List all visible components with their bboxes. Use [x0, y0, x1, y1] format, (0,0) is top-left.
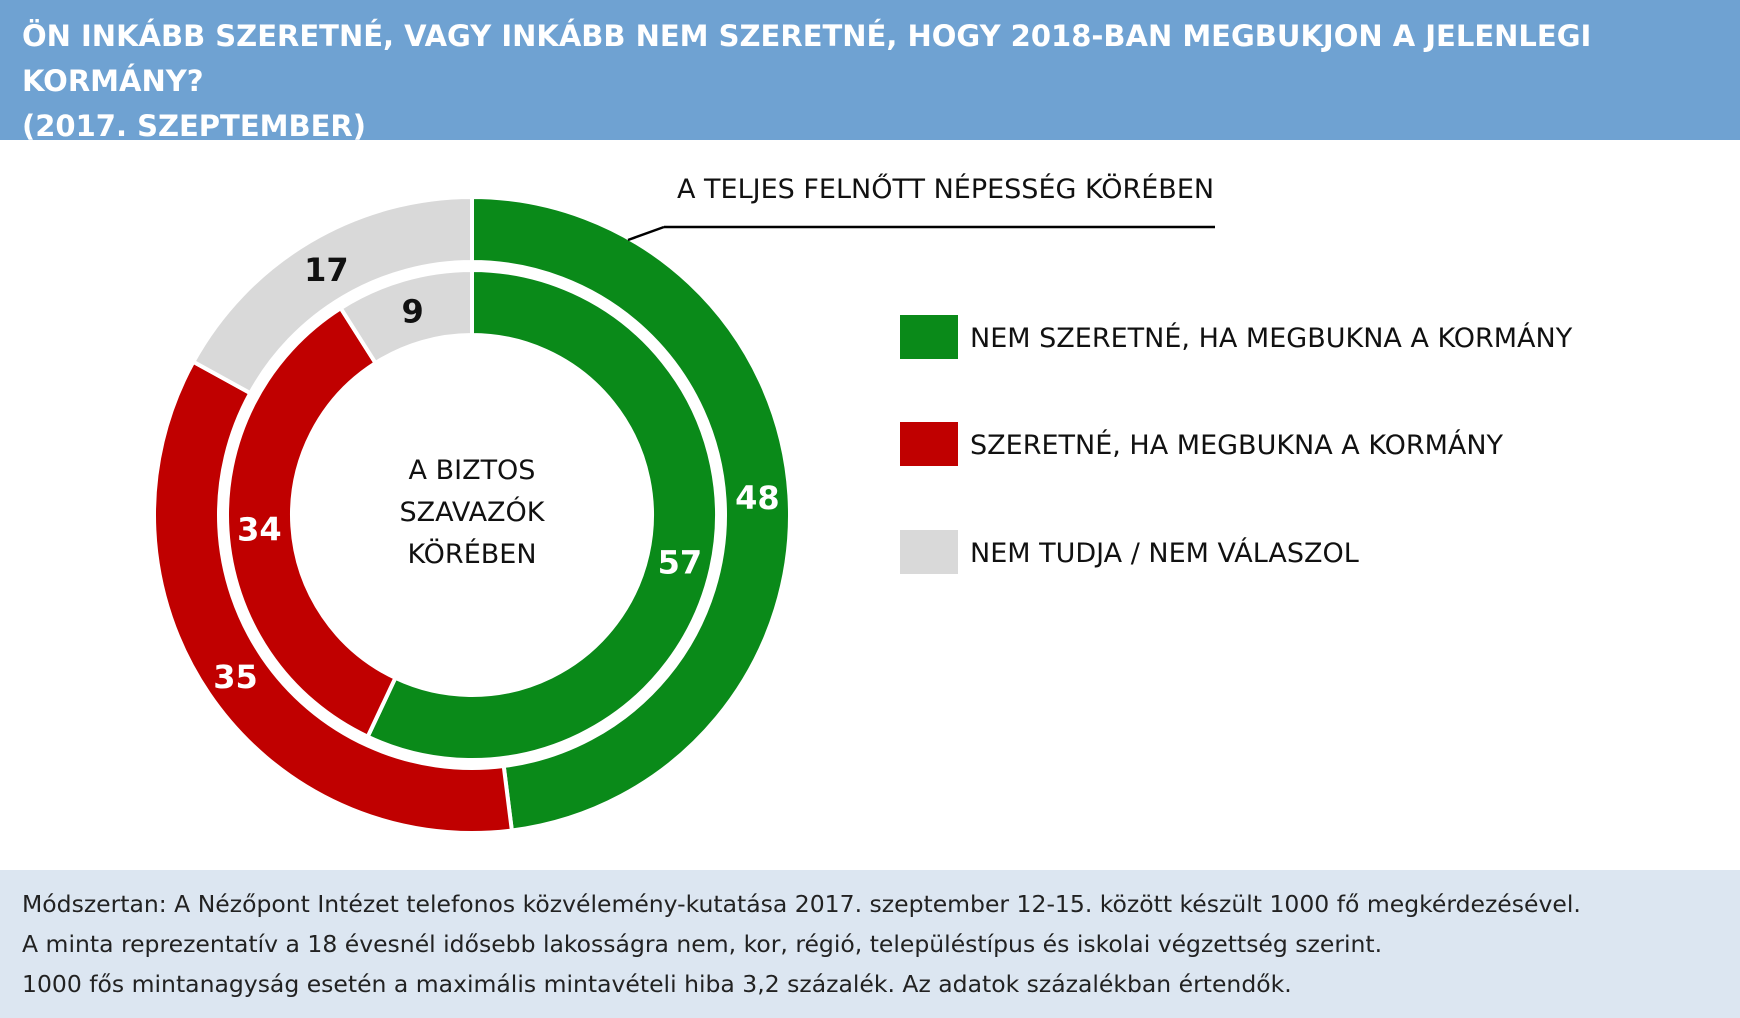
legend-item: SZERETNÉ, HA MEGBUKNA A KORMÁNY [900, 422, 1504, 466]
value-labels: 48 35 17 57 34 9 [213, 251, 780, 696]
outer-ring-label: A TELJES FELNŐTT NÉPESSÉG KÖRÉBEN [677, 173, 1214, 205]
inner-ring-value-label: 57 [658, 543, 703, 581]
title-line-2: (2017. SZEPTEMBER) [22, 109, 367, 143]
inner-ring-slice [365, 267, 719, 762]
legend-item: NEM SZERETNÉ, HA MEGBUKNA A KORMÁNY [900, 315, 1573, 359]
legend-swatch [900, 315, 958, 359]
title-line-1: ÖN INKÁBB SZERETNÉ, VAGY INKÁBB NEM SZER… [22, 19, 1592, 98]
inner-ring-value-label: 34 [237, 510, 282, 548]
legend-label: NEM TUDJA / NEM VÁLASZOL [970, 537, 1359, 569]
inner-ring-value-label: 9 [401, 292, 423, 330]
outer-ring-slice [190, 194, 474, 396]
outer-ring-slice [470, 194, 792, 833]
legend-swatch [900, 422, 958, 466]
center-label-line-1: A BIZTOS [409, 455, 536, 486]
header-banner: ÖN INKÁBB SZERETNÉ, VAGY INKÁBB NEM SZER… [0, 0, 1740, 143]
outer-ring [152, 194, 792, 835]
legend-item: NEM TUDJA / NEM VÁLASZOL [900, 530, 1359, 574]
inner-ring [225, 267, 719, 762]
outer-ring-value-label: 48 [735, 479, 780, 517]
outer-ring-value-label: 17 [304, 251, 349, 289]
methodology-line-2: A minta reprezentatív a 18 évesnél időse… [22, 930, 1383, 958]
legend: NEM SZERETNÉ, HA MEGBUKNA A KORMÁNY SZER… [900, 315, 1573, 574]
methodology-footer: Módszertan: A Nézőpont Intézet telefonos… [0, 870, 1740, 1018]
donut-chart: 48 35 17 57 34 9 A TELJES FELNŐTT NÉPESSÉG KÖ… [152, 173, 1573, 835]
methodology-line-1: Módszertan: A Nézőpont Intézet telefonos… [22, 890, 1581, 918]
legend-label: NEM SZERETNÉ, HA MEGBUKNA A KORMÁNY [970, 322, 1573, 354]
legend-swatch [900, 530, 958, 574]
methodology-line-3: 1000 fős mintanagyság esetén a maximális… [22, 970, 1292, 998]
center-label-line-3: KÖRÉBEN [407, 538, 536, 570]
center-label-line-2: SZAVAZÓK [399, 496, 545, 528]
chart-title: ÖN INKÁBB SZERETNÉ, VAGY INKÁBB NEM SZER… [22, 14, 1722, 149]
outer-ring-value-label: 35 [213, 658, 258, 696]
outer-ring-leader-line-diagonal [627, 225, 665, 242]
center-label: A BIZTOS SZAVAZÓK KÖRÉBEN [399, 455, 545, 570]
inner-ring-slice [337, 267, 474, 366]
outer-ring-slice [152, 359, 515, 835]
legend-label: SZERETNÉ, HA MEGBUKNA A KORMÁNY [970, 429, 1504, 461]
inner-ring-slice [225, 305, 399, 740]
